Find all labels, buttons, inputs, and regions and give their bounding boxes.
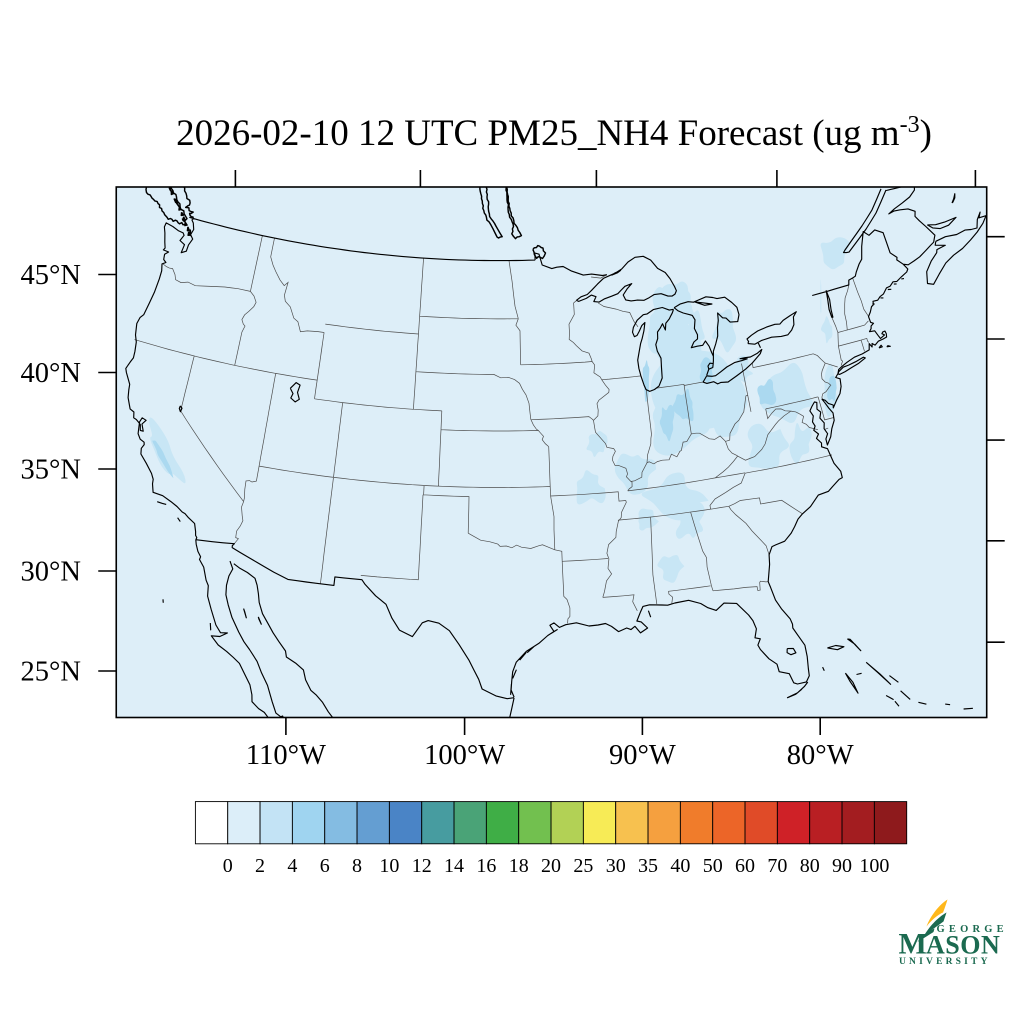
- svg-text:35: 35: [638, 855, 658, 877]
- svg-text:M: M: [899, 928, 927, 961]
- svg-text:45°N: 45°N: [21, 260, 81, 291]
- svg-text:25: 25: [573, 855, 593, 877]
- svg-text:100: 100: [859, 855, 889, 877]
- svg-text:20: 20: [541, 855, 561, 877]
- svg-text:8: 8: [352, 855, 362, 877]
- svg-text:2: 2: [255, 855, 265, 877]
- svg-text:30: 30: [606, 855, 626, 877]
- svg-text:70: 70: [767, 855, 787, 877]
- svg-text:6: 6: [320, 855, 330, 877]
- svg-text:80°W: 80°W: [787, 740, 854, 771]
- svg-text:10: 10: [379, 855, 399, 877]
- svg-text:60: 60: [735, 855, 755, 877]
- svg-text:90°W: 90°W: [609, 740, 676, 771]
- svg-text:40: 40: [670, 855, 690, 877]
- svg-text:14: 14: [444, 855, 464, 877]
- svg-text:0: 0: [223, 855, 233, 877]
- svg-text:UNIVERSITY: UNIVERSITY: [899, 957, 991, 967]
- svg-text:4: 4: [287, 855, 297, 877]
- svg-text:ASON: ASON: [926, 931, 1000, 960]
- svg-text:GEORGE: GEORGE: [937, 924, 1008, 935]
- svg-text:40°N: 40°N: [21, 358, 81, 389]
- svg-text:80: 80: [800, 855, 820, 877]
- svg-text:110°W: 110°W: [246, 740, 326, 771]
- svg-text:50: 50: [703, 855, 723, 877]
- svg-text:30°N: 30°N: [21, 557, 81, 588]
- svg-text:35°N: 35°N: [21, 455, 81, 486]
- svg-text:12: 12: [412, 855, 432, 877]
- svg-text:25°N: 25°N: [21, 657, 81, 688]
- svg-text:90: 90: [832, 855, 852, 877]
- svg-text:16: 16: [476, 855, 496, 877]
- svg-text:100°W: 100°W: [424, 740, 505, 771]
- svg-text:18: 18: [509, 855, 529, 877]
- svg-text:2026-02-10 12 UTC PM25_NH4 For: 2026-02-10 12 UTC PM25_NH4 Forecast (ug …: [176, 112, 932, 154]
